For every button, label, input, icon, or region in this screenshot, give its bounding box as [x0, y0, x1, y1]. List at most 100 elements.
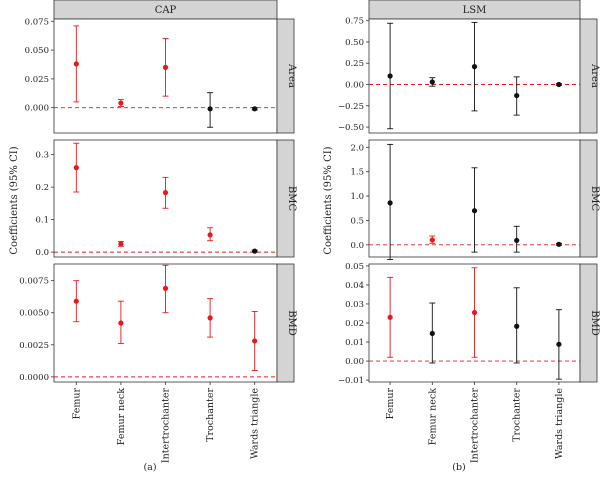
estimate-point — [251, 106, 258, 112]
point-estimate-dot — [471, 64, 478, 70]
estimate-point — [513, 76, 520, 116]
estimate-point — [162, 38, 169, 97]
point-estimate-dot — [73, 298, 79, 304]
point-estimate-dot — [387, 200, 393, 206]
facet-bmd: BMD −0.01 0.00 0.01 0.02 0.03 0.04 0.05 Femur Fem… — [338, 262, 600, 463]
y-tick-label: 0.0075 — [19, 277, 49, 287]
point-estimate-dot — [556, 241, 562, 247]
point-estimate-dot — [162, 190, 169, 196]
y-tick-label: 2.0 — [350, 143, 364, 153]
point-estimate-dot — [556, 81, 562, 88]
y-axis-label: Coefficients (95% CI) — [323, 146, 334, 254]
y-tick-label: 0.075 — [25, 17, 49, 27]
facet-bmc: BMC 0.0 0.1 0.2 0.3 — [35, 139, 297, 258]
point-estimate-dot — [387, 314, 393, 320]
facet-strip — [579, 139, 598, 258]
y-tick-label: −0.01 — [338, 376, 364, 386]
x-tick-label: Femur neck — [427, 388, 438, 445]
chart-title: LSM — [463, 5, 487, 16]
point-estimate-dot — [118, 100, 124, 106]
point-estimate-dot — [514, 323, 520, 329]
point-estimate-dot — [73, 61, 79, 67]
x-tick-label: Femur — [71, 388, 82, 420]
y-tick-label: 0.05 — [345, 262, 364, 272]
point-estimate-dot — [207, 232, 213, 238]
y-tick-label: 0.0000 — [19, 373, 49, 383]
estimate-point — [207, 92, 214, 128]
chart-title: CAP — [155, 5, 177, 16]
y-tick-label: 0.50 — [345, 38, 364, 48]
y-tick-label: 0.03 — [345, 300, 364, 310]
facet-bmc: BMC 0.0 0.5 1.0 1.5 2.0 — [350, 139, 600, 260]
point-estimate-dot — [387, 73, 393, 79]
facet-strip — [276, 139, 295, 258]
estimate-point — [429, 302, 436, 364]
x-tick-label: Wards triangle — [554, 388, 565, 459]
facet-area: Area −0.50 −0.25 0.00 0.25 0.50 0.75 — [338, 17, 600, 134]
point-estimate-dot — [162, 285, 169, 291]
y-tick-label: 0.25 — [345, 59, 364, 69]
estimate-point — [162, 264, 169, 314]
point-estimate-dot — [429, 79, 435, 85]
y-tick-label: 0.5 — [350, 216, 364, 226]
facet-strip — [276, 263, 295, 383]
estimate-point — [117, 99, 124, 107]
point-estimate-dot — [252, 106, 258, 112]
point-estimate-dot — [207, 315, 213, 321]
facet-bmd: BMD 0.0000 0.0025 0.0050 0.0075 Femur Femur ne… — [19, 263, 297, 464]
x-tick-label: Wards triangle — [250, 388, 261, 459]
y-tick-label: 0.01 — [345, 338, 364, 348]
point-estimate-dot — [514, 92, 520, 99]
estimate-point — [513, 287, 520, 364]
y-tick-label: −0.25 — [338, 102, 364, 112]
point-estimate-dot — [162, 64, 169, 70]
estimate-point — [555, 309, 562, 380]
facet-strip — [276, 18, 295, 134]
point-estimate-dot — [118, 241, 124, 247]
point-estimate-dot — [252, 248, 258, 254]
y-tick-label: 0.02 — [345, 319, 364, 329]
facet-area: Area 0.000 0.025 0.050 0.075 — [25, 17, 297, 134]
point-estimate-dot — [556, 341, 562, 347]
estimate-point — [429, 235, 436, 244]
estimate-point — [251, 311, 258, 371]
estimate-point — [471, 267, 478, 358]
estimate-point — [387, 22, 394, 130]
x-tick-label: Trochanter — [512, 388, 523, 442]
estimate-point — [117, 240, 124, 247]
point-estimate-dot — [429, 237, 435, 243]
x-tick-label: Intertrochanter — [470, 388, 481, 464]
y-tick-label: 0.1 — [35, 216, 49, 226]
x-tick-label: Trochanter — [205, 388, 216, 442]
y-tick-label: 0.3 — [35, 151, 49, 161]
estimate-point — [73, 280, 80, 323]
facet-strip — [579, 263, 598, 383]
estimate-point — [251, 248, 258, 254]
x-tick-label: Intertrochanter — [161, 388, 172, 464]
estimate-point — [471, 167, 478, 253]
y-tick-label: 0.025 — [25, 75, 49, 85]
facet-label: BMC — [286, 186, 297, 212]
estimate-point — [513, 225, 520, 253]
estimate-point — [387, 143, 394, 260]
y-tick-label: 0.2 — [35, 183, 49, 193]
facet-label: Area — [589, 63, 600, 88]
estimate-point — [429, 77, 436, 87]
estimate-point — [555, 241, 562, 247]
y-tick-label: 0.00 — [345, 81, 364, 91]
facet-strip — [579, 18, 598, 134]
facet-label: Area — [286, 63, 297, 88]
y-tick-label: 1.5 — [350, 168, 364, 178]
x-tick-label: Femur neck — [116, 388, 127, 445]
estimate-point — [387, 276, 394, 358]
facet-label: BMD — [589, 310, 600, 336]
point-estimate-dot — [514, 237, 520, 244]
y-tick-label: 0.75 — [345, 17, 364, 27]
y-tick-label: 0.00 — [345, 357, 364, 367]
y-tick-label: 0.0050 — [19, 309, 49, 319]
estimate-point — [207, 227, 214, 242]
estimate-point — [117, 300, 124, 344]
y-tick-label: 0.0 — [35, 248, 49, 258]
point-estimate-dot — [252, 338, 258, 344]
